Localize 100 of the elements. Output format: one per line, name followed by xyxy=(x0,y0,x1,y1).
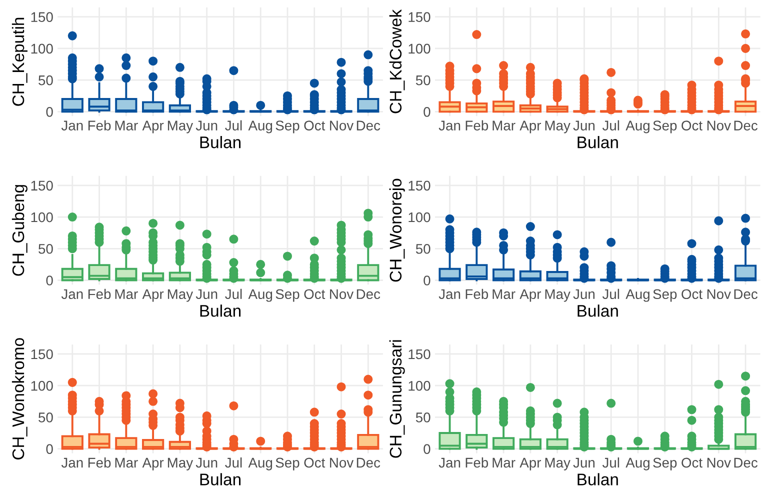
y-axis-title: CH_Gubeng xyxy=(12,185,28,276)
x-tick-label: Sep xyxy=(276,458,300,470)
x-tick-label: Oct xyxy=(304,458,326,468)
y-tick-label: 0 xyxy=(424,107,430,117)
y-tick-label: 0 xyxy=(46,444,53,454)
x-tick-label: Mar xyxy=(115,289,138,300)
x-tick-label: Jul xyxy=(225,120,242,130)
y-tick-label: 50 xyxy=(416,75,430,86)
x-tick-label: Mar xyxy=(492,120,516,130)
x-tick-label: Apr xyxy=(142,120,164,134)
y-tick-label: 0 xyxy=(46,107,53,117)
y-tick-label: 50 xyxy=(38,244,53,254)
x-tick-label: Apr xyxy=(142,458,164,470)
y-tick-label: 150 xyxy=(31,349,53,360)
x-tick-label: Jan xyxy=(61,120,83,130)
y-tick-label: 50 xyxy=(416,244,430,254)
x-tick-label: May xyxy=(545,458,570,470)
x-tick-label: Nov xyxy=(707,289,731,300)
y-tick-label: 150 xyxy=(408,349,430,360)
x-tick-label: Jan xyxy=(61,458,83,468)
x-tick-label: Aug xyxy=(248,458,272,470)
x-tick-label: Nov xyxy=(707,120,731,130)
x-tick-label: Mar xyxy=(492,289,516,300)
x-tick-label: Sep xyxy=(653,458,677,470)
x-tick-label: May xyxy=(168,289,194,302)
x-tick-label: May xyxy=(545,120,570,134)
x-tick-label: Aug xyxy=(626,289,650,302)
x-tick-label: Oct xyxy=(682,120,702,130)
y-axis-title: CH_Wonorejo xyxy=(389,178,405,282)
x-tick-label: Apr xyxy=(520,120,542,134)
x-tick-label: Apr xyxy=(142,289,164,302)
x-tick-label: Nov xyxy=(330,120,354,130)
x-tick-label: May xyxy=(168,120,194,134)
x-tick-label: Dec xyxy=(356,289,380,300)
x-tick-label: May xyxy=(545,289,570,302)
x-tick-label: Mar xyxy=(492,458,516,468)
y-tick-label: 100 xyxy=(408,380,430,391)
x-tick-label: Jan xyxy=(438,289,460,300)
x-tick-label: Oct xyxy=(304,120,326,130)
x-tick-label: Jul xyxy=(602,288,620,300)
x-axis-title: Bulan xyxy=(200,304,240,317)
x-tick-label: Nov xyxy=(330,458,354,468)
x-tick-label: Jun xyxy=(573,289,595,300)
y-tick-label: 50 xyxy=(416,412,430,422)
y-tick-label: 50 xyxy=(38,412,53,422)
x-tick-label: Oct xyxy=(682,289,702,300)
x-tick-label: Jul xyxy=(225,288,242,300)
y-tick-label: 150 xyxy=(31,12,53,22)
y-tick-label: 100 xyxy=(31,380,53,391)
x-axis-title: Bulan xyxy=(578,304,618,317)
x-tick-label: Feb xyxy=(88,288,111,300)
x-tick-label: Jun xyxy=(573,458,595,468)
x-tick-label: Aug xyxy=(626,458,650,470)
x-tick-label: Jan xyxy=(61,289,83,300)
y-tick-label: 0 xyxy=(424,276,430,286)
y-tick-label: 150 xyxy=(408,12,430,22)
x-tick-label: Jun xyxy=(196,289,218,300)
y-axis-title: CH_Wonokromo xyxy=(12,338,28,460)
x-tick-label: Jan xyxy=(438,458,460,468)
x-tick-label: Dec xyxy=(734,458,758,468)
y-tick-label: 150 xyxy=(31,180,53,191)
x-axis-title: Bulan xyxy=(200,136,240,148)
y-tick-label: 100 xyxy=(31,212,53,222)
x-tick-label: Jun xyxy=(196,458,218,468)
x-tick-label: Dec xyxy=(356,458,380,468)
x-tick-label: Dec xyxy=(734,289,758,300)
x-tick-label: Sep xyxy=(653,289,677,302)
x-tick-label: Sep xyxy=(653,120,677,134)
x-tick-label: Mar xyxy=(115,120,138,130)
x-tick-label: Oct xyxy=(682,458,702,468)
x-tick-label: Sep xyxy=(276,289,300,302)
x-axis-title: Bulan xyxy=(578,473,618,486)
x-tick-label: Feb xyxy=(466,457,488,468)
x-tick-label: Feb xyxy=(88,457,111,468)
y-tick-label: 100 xyxy=(408,44,430,54)
y-tick-label: 150 xyxy=(408,180,430,191)
x-tick-label: Feb xyxy=(88,120,111,130)
y-tick-label: 50 xyxy=(38,75,53,86)
x-tick-label: Apr xyxy=(520,458,542,470)
y-tick-label: 0 xyxy=(46,276,53,286)
x-tick-label: Aug xyxy=(248,289,272,302)
x-tick-label: Jul xyxy=(602,120,620,130)
y-axis-title: CH_Keputih xyxy=(12,18,28,106)
x-axis-title: Bulan xyxy=(200,473,240,486)
x-tick-label: Feb xyxy=(466,288,488,300)
x-tick-label: Apr xyxy=(520,289,542,302)
x-tick-label: Jun xyxy=(573,120,595,130)
y-tick-label: 0 xyxy=(424,444,430,454)
x-tick-label: May xyxy=(168,458,194,470)
x-tick-label: Jun xyxy=(196,120,218,130)
x-tick-label: Feb xyxy=(466,120,488,130)
y-axis-title: CH_KdCowek xyxy=(389,9,405,114)
x-tick-label: Sep xyxy=(276,120,300,134)
x-axis-title: Bulan xyxy=(578,136,618,148)
y-tick-label: 100 xyxy=(31,44,53,54)
x-tick-label: Dec xyxy=(734,120,758,130)
x-tick-label: Jul xyxy=(225,457,242,468)
x-tick-label: Jan xyxy=(438,120,460,130)
x-tick-label: Jul xyxy=(602,457,620,468)
x-tick-label: Oct xyxy=(304,289,326,300)
